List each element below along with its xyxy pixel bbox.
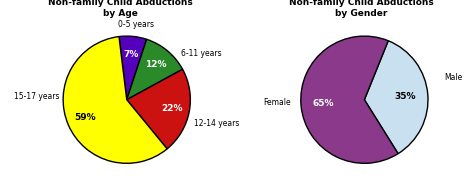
Wedge shape xyxy=(127,69,191,149)
Text: 12-14 years: 12-14 years xyxy=(193,119,239,128)
Text: Female: Female xyxy=(263,98,291,107)
Text: 15-17 years: 15-17 years xyxy=(14,92,59,101)
Text: 0-5 years: 0-5 years xyxy=(118,20,155,29)
Title: Non-family Child Abductions
by Age: Non-family Child Abductions by Age xyxy=(48,0,193,18)
Text: 7%: 7% xyxy=(124,50,139,59)
Text: Male: Male xyxy=(444,73,462,82)
Title: Non-family Child Abductions
by Gender: Non-family Child Abductions by Gender xyxy=(289,0,434,18)
Text: 59%: 59% xyxy=(74,113,95,122)
Text: 6-11 years: 6-11 years xyxy=(181,49,221,58)
Wedge shape xyxy=(301,36,398,163)
Wedge shape xyxy=(127,39,182,100)
Text: 22%: 22% xyxy=(161,104,182,113)
Text: 12%: 12% xyxy=(146,60,167,69)
Text: 35%: 35% xyxy=(395,92,416,101)
Wedge shape xyxy=(119,36,146,100)
Wedge shape xyxy=(365,41,428,154)
Text: 65%: 65% xyxy=(312,99,334,108)
Wedge shape xyxy=(63,37,167,163)
